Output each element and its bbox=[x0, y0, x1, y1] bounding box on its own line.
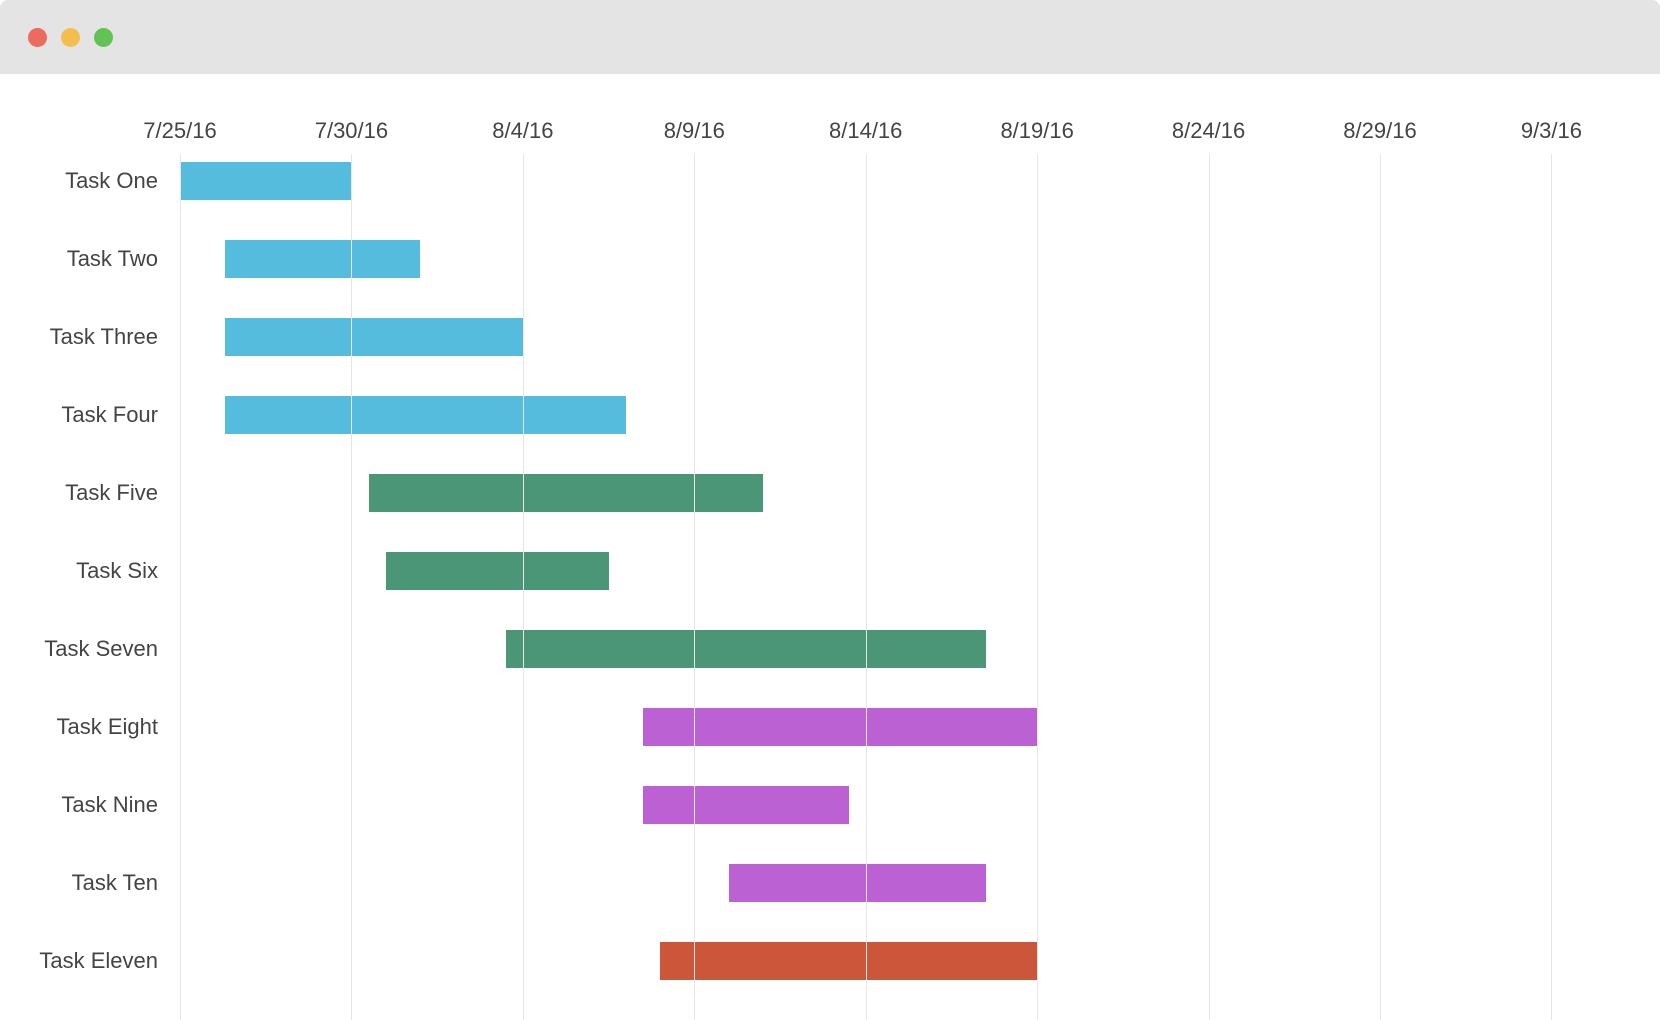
app-window: 7/25/16 7/30/16 8/4/16 8/9/16 8/14/16 8/19/16… bbox=[0, 0, 1660, 1020]
x-tick-label: 8/29/16 bbox=[1343, 118, 1416, 144]
task-bar bbox=[180, 162, 351, 200]
task-label: Task Eight bbox=[57, 714, 181, 740]
x-tick-label: 8/4/16 bbox=[492, 118, 553, 144]
task-label: Task Six bbox=[76, 558, 180, 584]
x-tick-label: 8/9/16 bbox=[664, 118, 725, 144]
task-label: Task Seven bbox=[44, 636, 180, 662]
task-label: Task Four bbox=[61, 402, 180, 428]
gantt-row: Task Four bbox=[180, 396, 1620, 434]
gridline bbox=[866, 154, 867, 1020]
x-tick-label: 8/19/16 bbox=[1000, 118, 1073, 144]
gridline bbox=[1380, 154, 1381, 1020]
task-bar bbox=[643, 708, 1037, 746]
gantt-row: Task Ten bbox=[180, 864, 1620, 902]
gridline bbox=[1209, 154, 1210, 1020]
gantt-row: Task Six bbox=[180, 552, 1620, 590]
task-label: Task Ten bbox=[72, 870, 180, 896]
task-bar bbox=[506, 630, 986, 668]
x-tick-label: 8/24/16 bbox=[1172, 118, 1245, 144]
x-axis: 7/25/167/30/168/4/168/9/168/14/168/19/16… bbox=[180, 94, 1620, 154]
task-label: Task Eleven bbox=[39, 948, 180, 974]
x-tick-label: 7/25/16 bbox=[143, 118, 216, 144]
gantt-row: Task Seven bbox=[180, 630, 1620, 668]
gantt-row: Task Eight bbox=[180, 708, 1620, 746]
titlebar bbox=[0, 0, 1660, 74]
task-bar bbox=[643, 786, 849, 824]
minimize-icon[interactable] bbox=[61, 28, 80, 47]
task-label: Task Three bbox=[50, 324, 180, 350]
task-bar bbox=[225, 240, 420, 278]
task-bar bbox=[225, 318, 523, 356]
plot-area: 7/25/167/30/168/4/168/9/168/14/168/19/16… bbox=[180, 94, 1620, 1020]
gridline bbox=[523, 154, 524, 1020]
gantt-rows: Task One Task Two Task Three Task Four Task … bbox=[180, 154, 1620, 1020]
task-bar bbox=[225, 396, 626, 434]
close-icon[interactable] bbox=[28, 28, 47, 47]
gantt-row: Task Five bbox=[180, 474, 1620, 512]
gridline bbox=[694, 154, 695, 1020]
gantt-row: Task Three bbox=[180, 318, 1620, 356]
gantt-row: Task Nine bbox=[180, 786, 1620, 824]
x-tick-label: 8/14/16 bbox=[829, 118, 902, 144]
task-label: Task Nine bbox=[61, 792, 180, 818]
x-tick-label: 7/30/16 bbox=[315, 118, 388, 144]
task-bar bbox=[369, 474, 763, 512]
task-label: Task Two bbox=[67, 246, 180, 272]
gridline bbox=[351, 154, 352, 1020]
gridline bbox=[1551, 154, 1552, 1020]
task-label: Task One bbox=[65, 168, 180, 194]
gridline bbox=[1037, 154, 1038, 1020]
task-bar bbox=[386, 552, 609, 590]
gridline bbox=[180, 154, 181, 1020]
zoom-icon[interactable] bbox=[94, 28, 113, 47]
x-tick-label: 9/3/16 bbox=[1521, 118, 1582, 144]
task-bar bbox=[729, 864, 986, 902]
gantt-row: Task One bbox=[180, 162, 1620, 200]
gantt-row: Task Two bbox=[180, 240, 1620, 278]
task-bar bbox=[660, 942, 1037, 980]
gantt-chart: 7/25/16 7/30/16 8/4/16 8/9/16 8/14/16 8/19/16… bbox=[0, 74, 1660, 1020]
task-label: Task Five bbox=[65, 480, 180, 506]
gantt-row: Task Eleven bbox=[180, 942, 1620, 980]
